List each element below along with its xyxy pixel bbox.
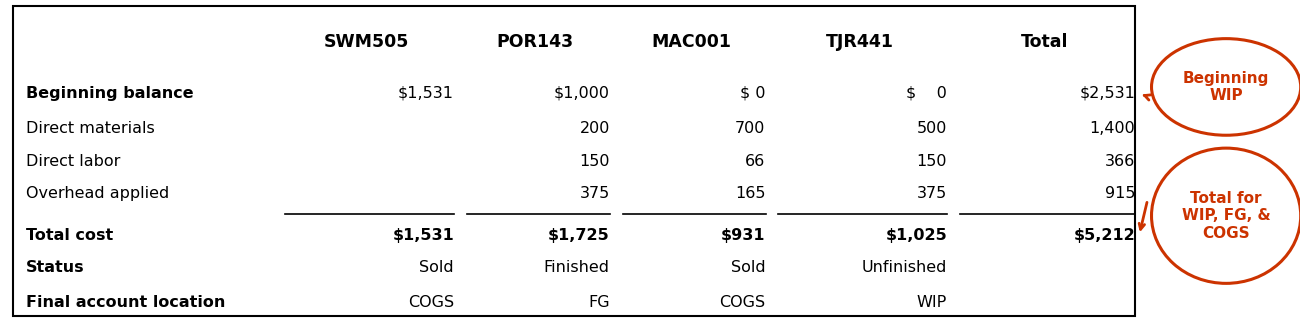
Text: $1,531: $1,531 bbox=[393, 228, 454, 242]
Text: Unfinished: Unfinished bbox=[862, 260, 948, 275]
Text: WIP: WIP bbox=[916, 295, 948, 310]
Text: $    0: $ 0 bbox=[906, 86, 948, 101]
Text: COGS: COGS bbox=[408, 295, 454, 310]
Text: 500: 500 bbox=[916, 121, 948, 136]
Text: 150: 150 bbox=[580, 154, 610, 168]
Text: Finished: Finished bbox=[543, 260, 610, 275]
Text: $1,000: $1,000 bbox=[554, 86, 610, 101]
Text: FG: FG bbox=[588, 295, 610, 310]
Text: TJR441: TJR441 bbox=[826, 33, 893, 51]
Text: Status: Status bbox=[26, 260, 84, 275]
Text: POR143: POR143 bbox=[497, 33, 573, 51]
FancyBboxPatch shape bbox=[13, 6, 1135, 316]
Text: Beginning balance: Beginning balance bbox=[26, 86, 194, 101]
Text: Total: Total bbox=[1020, 33, 1069, 51]
Text: 66: 66 bbox=[745, 154, 766, 168]
Text: $1,725: $1,725 bbox=[549, 228, 610, 242]
Text: SWM505: SWM505 bbox=[324, 33, 410, 51]
Text: Sold: Sold bbox=[420, 260, 454, 275]
Text: COGS: COGS bbox=[719, 295, 766, 310]
Text: 1,400: 1,400 bbox=[1089, 121, 1135, 136]
Text: 915: 915 bbox=[1105, 186, 1135, 201]
Text: $931: $931 bbox=[722, 228, 766, 242]
Text: 700: 700 bbox=[734, 121, 766, 136]
Text: $1,531: $1,531 bbox=[398, 86, 454, 101]
Text: 375: 375 bbox=[916, 186, 948, 201]
Text: $1,025: $1,025 bbox=[885, 228, 948, 242]
Text: $5,212: $5,212 bbox=[1074, 228, 1135, 242]
Text: Final account location: Final account location bbox=[26, 295, 225, 310]
Text: MAC001: MAC001 bbox=[651, 33, 731, 51]
Text: $ 0: $ 0 bbox=[740, 86, 766, 101]
Text: $2,531: $2,531 bbox=[1079, 86, 1135, 101]
Text: 366: 366 bbox=[1105, 154, 1135, 168]
Text: Beginning
WIP: Beginning WIP bbox=[1183, 71, 1269, 103]
Text: Total cost: Total cost bbox=[26, 228, 113, 242]
Text: Direct labor: Direct labor bbox=[26, 154, 121, 168]
Text: 165: 165 bbox=[734, 186, 766, 201]
Text: Overhead applied: Overhead applied bbox=[26, 186, 169, 201]
Text: Total for
WIP, FG, &
COGS: Total for WIP, FG, & COGS bbox=[1182, 191, 1270, 241]
Text: 150: 150 bbox=[916, 154, 948, 168]
Text: Sold: Sold bbox=[731, 260, 766, 275]
Text: 200: 200 bbox=[580, 121, 610, 136]
Text: Direct materials: Direct materials bbox=[26, 121, 155, 136]
Text: 375: 375 bbox=[580, 186, 610, 201]
